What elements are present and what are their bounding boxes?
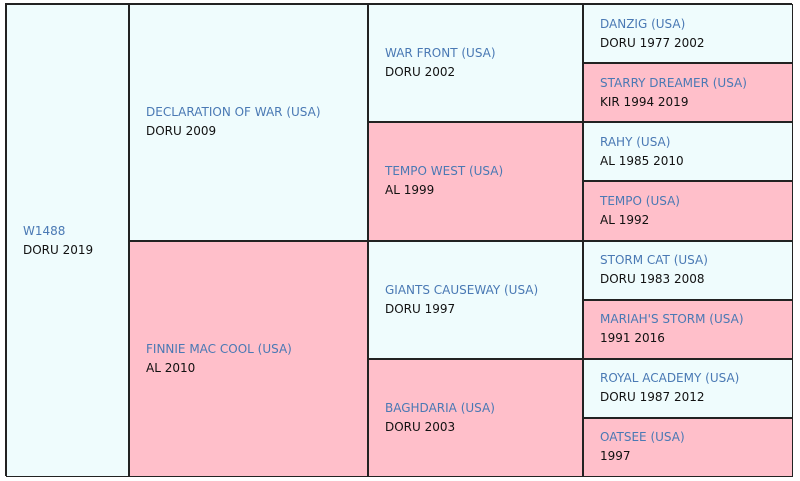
- horse-details: AL 2010: [146, 360, 196, 375]
- horse-cell: STARRY DREAMER (USA) KIR 1994 2019: [583, 63, 793, 123]
- horse-details: DORU 2019: [23, 242, 94, 257]
- horse-details: DORU 2009: [146, 124, 217, 139]
- horse-name[interactable]: GIANTS CAUSEWAY (USA): [385, 282, 539, 297]
- horse-details: AL 1999: [385, 183, 435, 198]
- horse-cell: TEMPO WEST (USA) AL 1999: [368, 122, 583, 241]
- horse-name[interactable]: OATSEE (USA): [600, 430, 685, 445]
- pedigree-table: W1488 DORU 2019 DECLARATION OF WAR (USA) DO…: [5, 3, 793, 477]
- horse-details: AL 1992: [600, 212, 650, 227]
- horse-cell: W1488 DORU 2019: [6, 4, 129, 477]
- horse-cell: WAR FRONT (USA) DORU 2002: [368, 4, 583, 123]
- horse-details: DORU 2002: [385, 65, 456, 80]
- horse-name[interactable]: WAR FRONT (USA): [385, 46, 496, 61]
- horse-cell: TEMPO (USA) AL 1992: [583, 181, 793, 241]
- horse-name[interactable]: STARRY DREAMER (USA): [600, 75, 747, 90]
- horse-cell: FINNIE MAC COOL (USA) AL 2010: [129, 240, 368, 477]
- horse-name[interactable]: TEMPO (USA): [600, 193, 680, 208]
- horse-details: AL 1985 2010: [600, 153, 684, 168]
- horse-name[interactable]: TEMPO WEST (USA): [385, 164, 504, 179]
- horse-cell: BAGHDARIA (USA) DORU 2003: [368, 358, 583, 477]
- horse-name[interactable]: W1488: [23, 223, 66, 238]
- horse-details: KIR 1994 2019: [600, 94, 689, 109]
- horse-details: DORU 2003: [385, 419, 456, 434]
- horse-name[interactable]: RAHY (USA): [600, 134, 671, 149]
- horse-cell: RAHY (USA) AL 1985 2010: [583, 122, 793, 182]
- horse-cell: ROYAL ACADEMY (USA) DORU 1987 2012: [583, 358, 793, 418]
- horse-details: DORU 1987 2012: [600, 390, 705, 405]
- horse-cell: STORM CAT (USA) DORU 1983 2008: [583, 240, 793, 300]
- horse-cell: DECLARATION OF WAR (USA) DORU 2009: [129, 4, 368, 241]
- horse-details: 1997: [600, 449, 631, 464]
- horse-cell: MARIAH'S STORM (USA) 1991 2016: [583, 299, 793, 359]
- horse-cell: GIANTS CAUSEWAY (USA) DORU 1997: [368, 240, 583, 359]
- horse-name[interactable]: MARIAH'S STORM (USA): [600, 312, 744, 327]
- horse-cell: OATSEE (USA) 1997: [583, 417, 793, 477]
- horse-name[interactable]: STORM CAT (USA): [600, 253, 708, 268]
- horse-details: DORU 1977 2002: [600, 35, 705, 50]
- horse-details: DORU 1983 2008: [600, 272, 705, 287]
- horse-name[interactable]: DANZIG (USA): [600, 16, 686, 31]
- horse-cell: DANZIG (USA) DORU 1977 2002: [583, 4, 793, 64]
- horse-details: DORU 1997: [385, 301, 456, 316]
- horse-name[interactable]: ROYAL ACADEMY (USA): [600, 371, 740, 386]
- horse-name[interactable]: BAGHDARIA (USA): [385, 400, 495, 415]
- horse-name[interactable]: FINNIE MAC COOL (USA): [146, 341, 292, 356]
- horse-name[interactable]: DECLARATION OF WAR (USA): [146, 105, 321, 120]
- horse-details: 1991 2016: [600, 331, 665, 346]
